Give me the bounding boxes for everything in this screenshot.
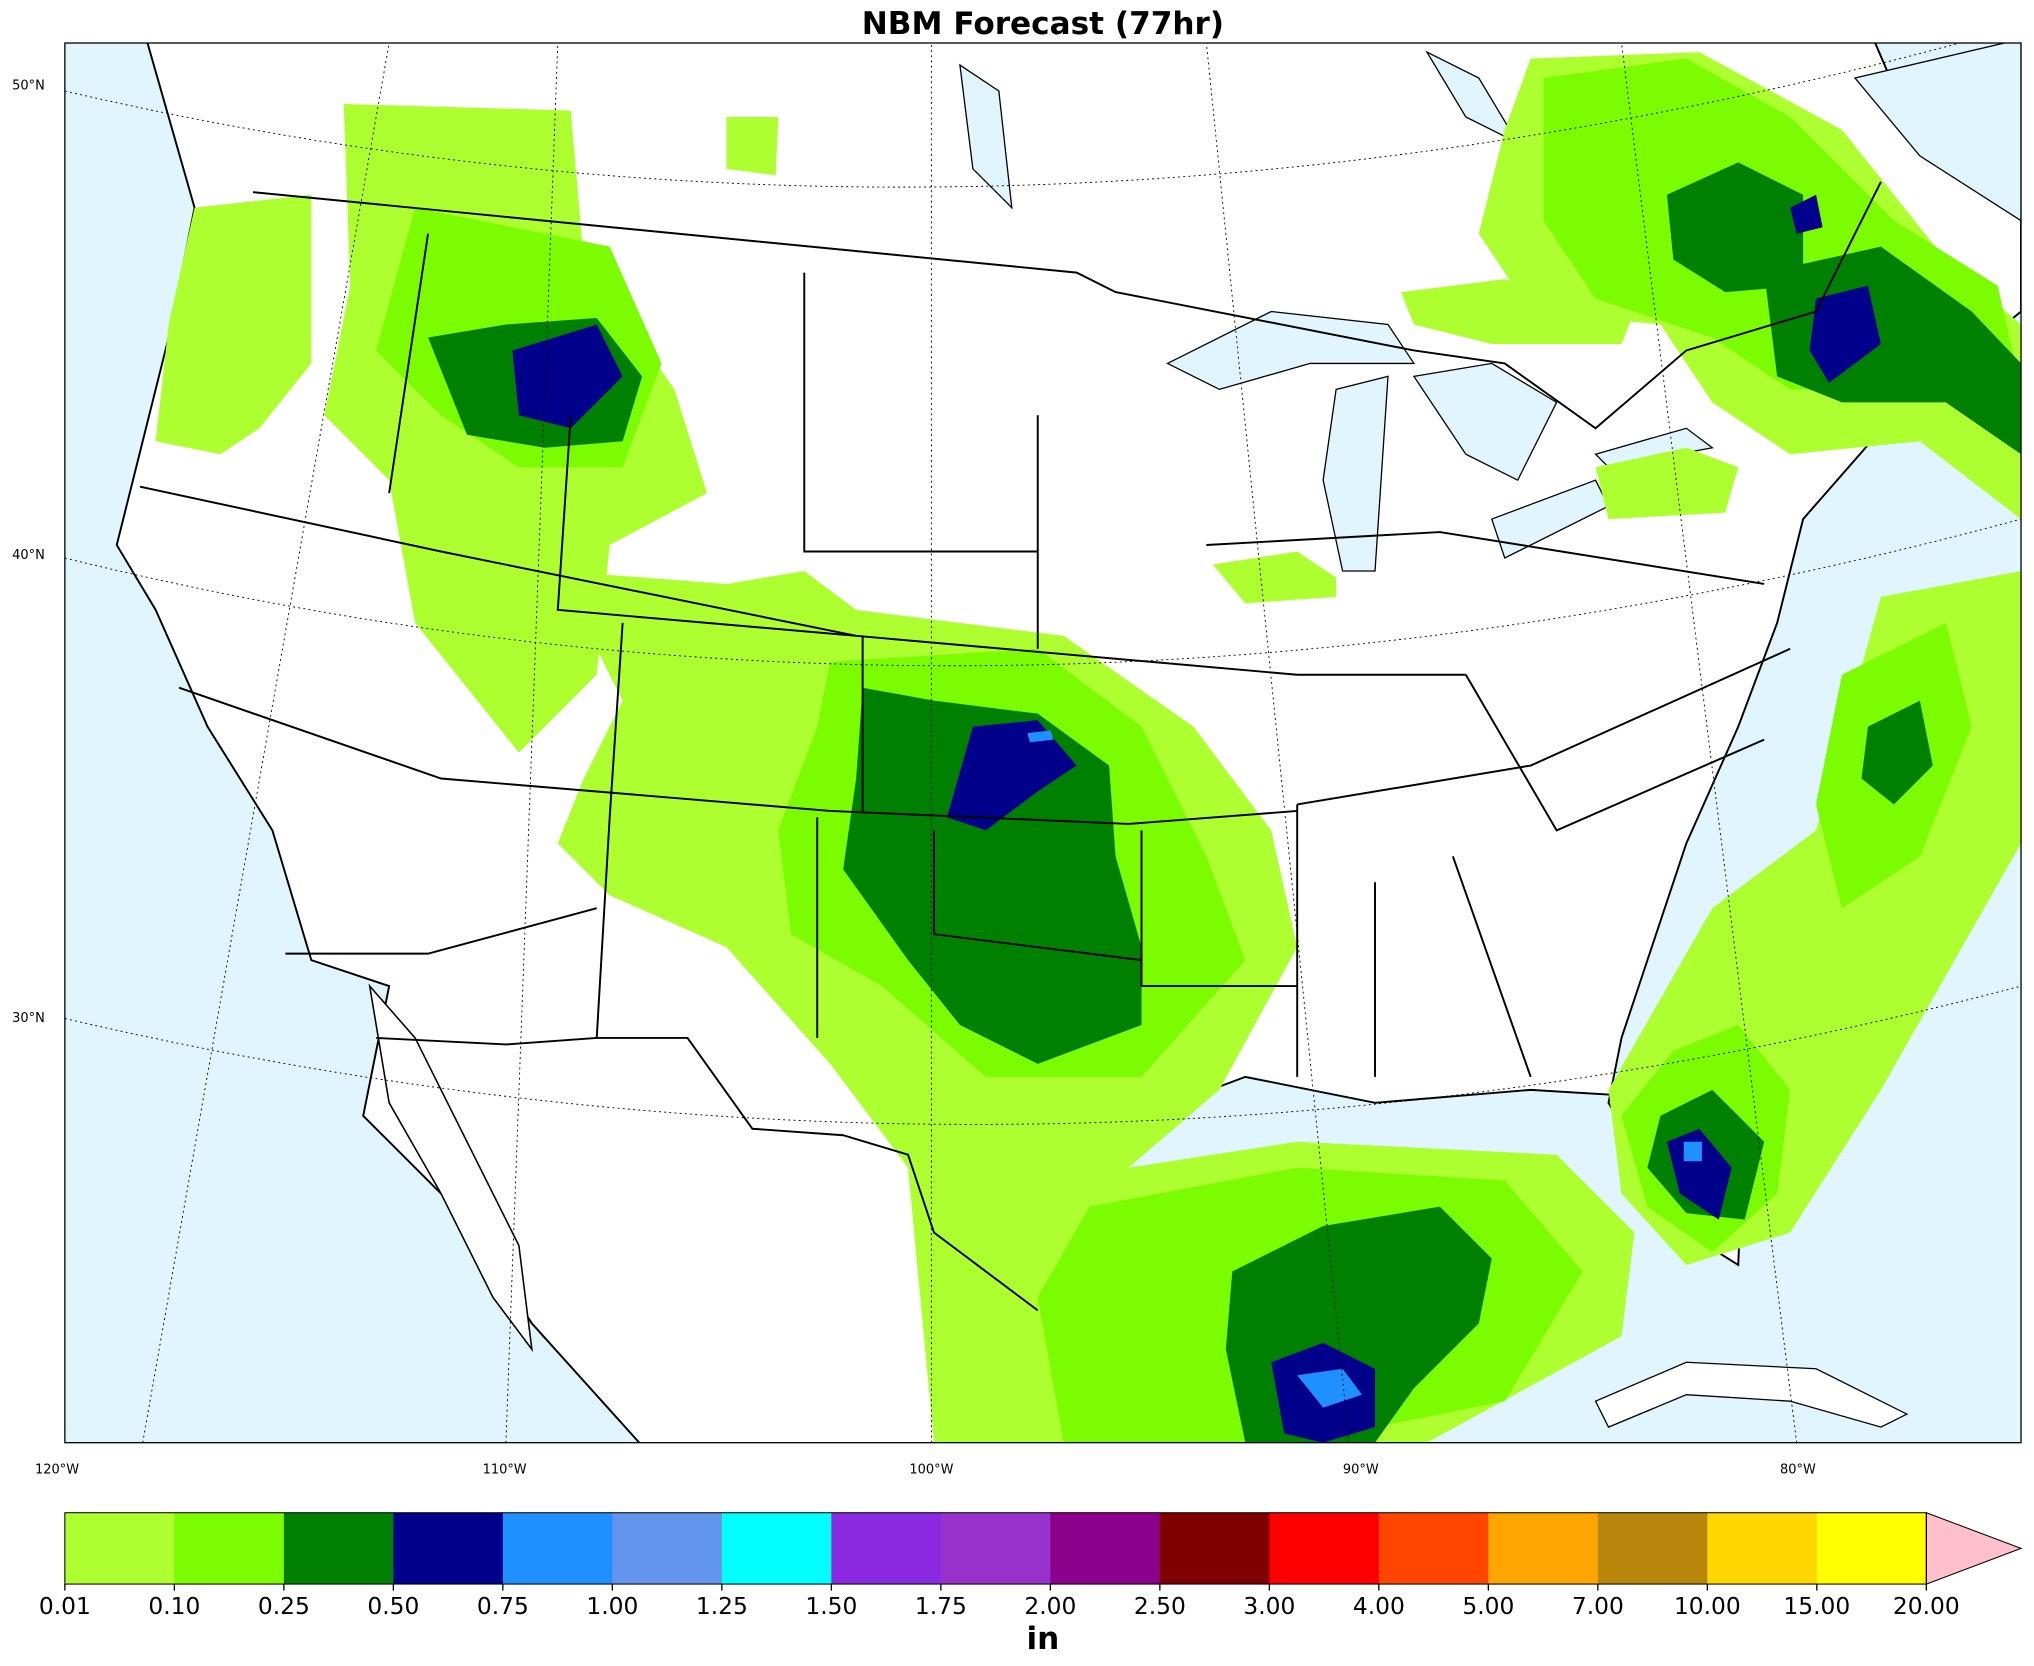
colorbar-tick-label: 7.00: [1572, 1592, 1624, 1620]
lake: [959, 63, 1013, 210]
boundary: [285, 907, 597, 955]
boundary: [178, 686, 1298, 825]
map-content: [64, 43, 2022, 1443]
precip-area: [726, 116, 779, 176]
graticule: [142, 43, 390, 1443]
colorbar-segment: [612, 1512, 723, 1585]
colorbar-segment: [1050, 1512, 1161, 1585]
precip-area: [155, 194, 312, 455]
boundary: [1140, 830, 1298, 988]
colorbar-segment: [1488, 1512, 1599, 1585]
precip-area: [1297, 1368, 1363, 1408]
precip-area: [946, 720, 1077, 831]
axis-labels: 50°N 40°N 30°N 120°W 110°W 100°W 90°W 80°W: [12, 78, 1816, 1477]
colorbar-tick-label: 1.25: [696, 1592, 748, 1620]
map: [64, 42, 2022, 1444]
colorbar-tick-label: 3.00: [1243, 1592, 1295, 1620]
precip-area: [1861, 700, 1933, 805]
latitude-label: 40°N: [12, 548, 45, 563]
boundary: [388, 233, 430, 494]
colorbar: 0.01 0.10 0.25 0.50 0.75 1.00 1.25 1.50 1.75 2.00…: [39, 1511, 2023, 1620]
boundary: [1413, 181, 1882, 430]
boundary: [556, 415, 857, 637]
lake: [1322, 375, 1389, 572]
precip-area: [1595, 447, 1739, 520]
colorbar-tick-label: 0.10: [148, 1592, 200, 1620]
latitude-label: 50°N: [12, 78, 45, 93]
precip-area: [1790, 194, 1823, 234]
boundary: [803, 272, 1038, 553]
colorbar-segment: [174, 1512, 285, 1585]
unit-label: in: [1027, 1621, 1060, 1657]
colorbar-tick-label: 0.25: [258, 1592, 310, 1620]
colorbar-tick-label: 10.00: [1674, 1592, 1741, 1620]
boundary: [595, 622, 624, 1039]
precip-area: [1027, 730, 1054, 743]
graticule: [64, 518, 2022, 667]
colorbar-segment: [1597, 1512, 1708, 1585]
map-frame: [64, 42, 2022, 1444]
colorbar-segment: [721, 1512, 832, 1585]
boundary: [1297, 647, 1791, 806]
boundary: [1451, 856, 1532, 1078]
latitude-label: 30°N: [12, 1011, 45, 1026]
longitude-label: 90°W: [1343, 1462, 1379, 1477]
boundary: [376, 1036, 1039, 1312]
colorbar-tick-label: 4.00: [1353, 1592, 1405, 1620]
lake: [1594, 427, 1714, 468]
baja: [368, 983, 533, 1353]
graticule: [1621, 43, 1798, 1443]
boundary: [1206, 531, 1765, 585]
colorbar-segment: [283, 1512, 394, 1585]
graticule: [1205, 43, 1350, 1443]
colorbar-tick-label: 2.50: [1134, 1592, 1186, 1620]
precip-area: [1683, 1141, 1702, 1162]
colorbar-segment: [393, 1512, 504, 1585]
colorbar-tick-label: 1.00: [586, 1592, 638, 1620]
longitude-label: 120°W: [35, 1462, 79, 1477]
colorbar-tick-label: 20.00: [1893, 1592, 1960, 1620]
longitude-label: 80°W: [1780, 1462, 1816, 1477]
colorbar-segment: [64, 1512, 175, 1585]
boundary: [933, 830, 1142, 962]
colorbar-extension: [1925, 1511, 2023, 1585]
boundary: [1464, 674, 1765, 832]
colorbar-tick-label: 0.75: [477, 1592, 529, 1620]
graticule: [64, 985, 2022, 1125]
colorbar-segment: [1707, 1512, 1818, 1585]
colorbar-segment: [1378, 1512, 1489, 1585]
precip-area: [1809, 285, 1881, 383]
colorbar-segment: [1269, 1512, 1380, 1585]
longitude-label: 100°W: [909, 1462, 953, 1477]
colorbar-segment: [1159, 1512, 1270, 1585]
colorbar-frame: [64, 1512, 1927, 1585]
lake: [1853, 43, 2022, 222]
cuba: [1594, 1361, 1909, 1428]
colorbar-tick-label: 5.00: [1462, 1592, 1514, 1620]
colorbar-tick-label: 15.00: [1783, 1592, 1850, 1620]
precip-area: [1666, 162, 1804, 293]
longitude-label: 110°W: [483, 1462, 527, 1477]
precip-area: [1212, 551, 1337, 604]
precip-area: [843, 687, 1142, 1064]
precip-area: [512, 324, 623, 429]
precip-area: [1666, 1128, 1732, 1220]
colorbar-tick-label: 0.50: [367, 1592, 419, 1620]
colorbar-segment: [940, 1512, 1051, 1585]
colorbar-tick-label: 1.50: [805, 1592, 857, 1620]
map-title: NBM Forecast (77hr): [862, 6, 1224, 42]
lake: [1412, 362, 1558, 482]
colorbar-segment: [502, 1512, 613, 1585]
colorbar-tick-label: 2.00: [1024, 1592, 1076, 1620]
precip-area: [1400, 279, 1635, 344]
colorbar-segment: [831, 1512, 942, 1585]
colorbar-segment: [1816, 1512, 1927, 1585]
colorbar-tick-label: 0.01: [39, 1592, 91, 1620]
colorbar-tick-label: 1.75: [915, 1592, 967, 1620]
lake: [1166, 310, 1416, 391]
boundary: [252, 191, 1415, 352]
